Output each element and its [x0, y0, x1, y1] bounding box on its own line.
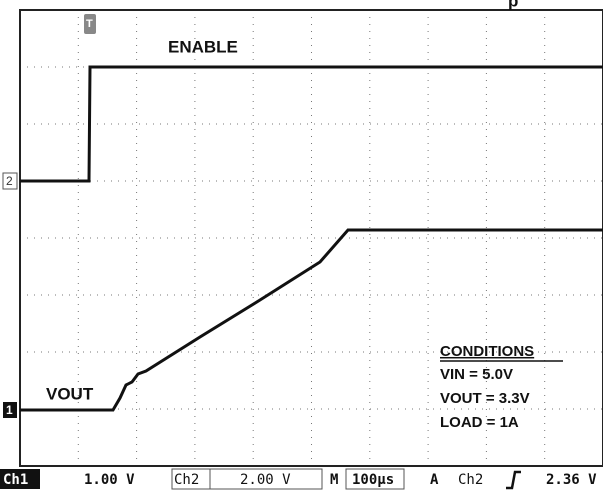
enable-label: ENABLE	[168, 37, 238, 56]
edge-symbol	[506, 470, 521, 490]
status-bar: Ch1 1.00 V Ch2 2.00 V M 100µs A Ch2 2.36…	[0, 468, 597, 490]
ch1-name: Ch1	[3, 472, 28, 488]
ch1-scale: 1.00 V	[84, 472, 135, 488]
ch2-name: Ch2	[174, 472, 199, 488]
vout-trace	[20, 228, 603, 412]
title-fragment: p	[508, 0, 518, 10]
conditions-heading: CONDITIONS	[440, 343, 534, 360]
vout-label: VOUT	[46, 384, 94, 403]
ch1-marker: 1	[6, 403, 13, 417]
trigger-source: Ch2	[458, 472, 483, 488]
enable-trace	[20, 65, 603, 183]
trigger-level: 2.36 V	[546, 472, 597, 488]
ch2-scale: 2.00 V	[240, 472, 291, 488]
timebase-label: M	[330, 472, 338, 488]
condition-line: VIN = 5.0V	[440, 366, 513, 383]
ch1-badge	[0, 469, 40, 489]
trigger-marker: T	[86, 18, 93, 30]
trigger-marker-box	[84, 14, 96, 34]
condition-line: LOAD = 1A	[440, 414, 519, 431]
ch2-scale-box	[209, 468, 323, 490]
trigger-mode: A	[430, 472, 439, 488]
ch1-marker-box	[3, 402, 17, 418]
condition-line: VOUT = 3.3V	[440, 390, 530, 407]
ch2-marker: 2	[6, 174, 13, 188]
timebase: 100µs	[352, 472, 394, 488]
screen-border	[19, 9, 603, 467]
ch2-marker-box	[2, 172, 18, 190]
timebase-box	[345, 468, 405, 490]
